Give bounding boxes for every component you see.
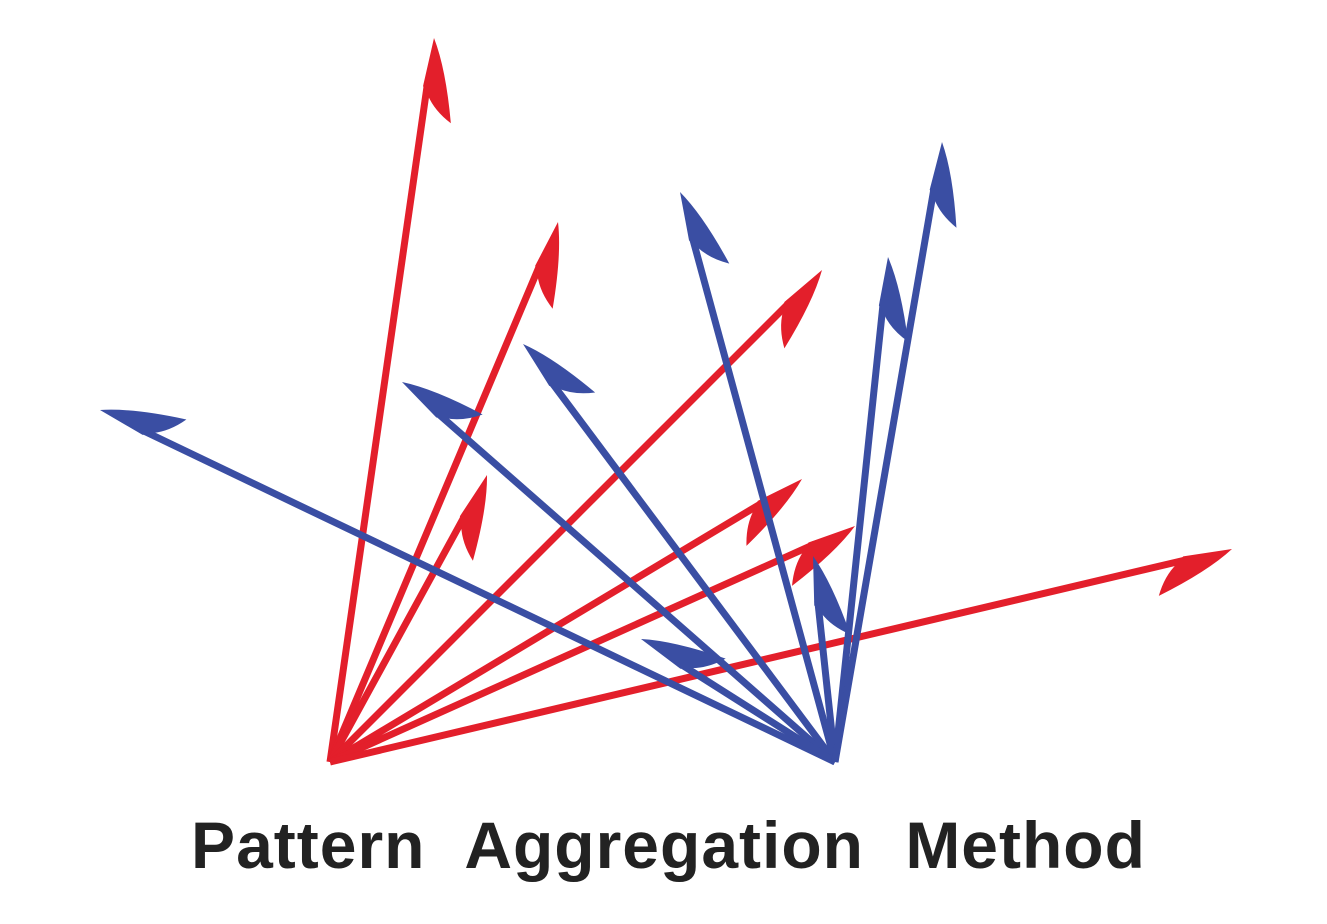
blue-arrow-6 [813,556,851,763]
red-arrow-5 [328,479,802,766]
blue-arrow-5-shaft [677,660,837,765]
blue-arrow-4-shaft [688,234,839,763]
red-arrow-6 [328,526,855,766]
red-arrow-6-shaft [328,541,816,766]
blue-arrow-6-shaft [814,600,839,763]
red-arrow-1-shaft [326,82,432,763]
blue-arrow-1-shaft [139,426,837,766]
red-arrow-2 [326,222,560,764]
red-arrow-3-shaft [326,512,469,764]
blue-arrow-1 [100,409,837,766]
blue-arrow-2 [402,382,838,765]
red-arrow-3-head [459,475,488,561]
blue-arrow-7-shaft [831,301,887,763]
blue-arrow-8-head [929,142,957,228]
red-arrow-4 [327,270,822,765]
red-arrow-1-head [423,38,451,124]
blue-arrow-4 [680,192,839,763]
red-arrow-2-shaft [326,262,544,764]
blue-arrow-3-shaft [547,378,838,765]
red-arrow-5-shaft [328,499,766,766]
red-arrow-6-head [792,526,855,586]
blue-arrow-5-head [641,639,726,669]
red-arrow-1 [326,38,451,763]
red-arrow-7-head [1158,549,1232,596]
blue-arrow-2-head [402,382,483,420]
red-arrow-3 [326,475,488,764]
blue-arrow-1-head [100,409,187,435]
red-arrow-2-head [535,222,560,309]
blue-arrow-2-shaft [433,409,838,765]
red-arrow-4-shaft [327,299,793,765]
blue-arrow-3-head [523,344,596,394]
blue-arrow-4-head [680,192,730,264]
blue-arrow-8 [831,142,957,763]
blue-arrow-7 [831,257,909,763]
blue-arrow-5 [641,639,837,765]
blue-arrow-6-head [813,556,851,635]
blue-arrow-8-shaft [831,185,938,763]
blue-arrow-7-head [878,257,909,342]
blue-arrow-3 [523,344,838,765]
red-arrow-4-head [781,270,822,349]
diagram-caption: Pattern Aggregation Method [191,808,1146,882]
red-arrow-5-head [746,479,802,546]
